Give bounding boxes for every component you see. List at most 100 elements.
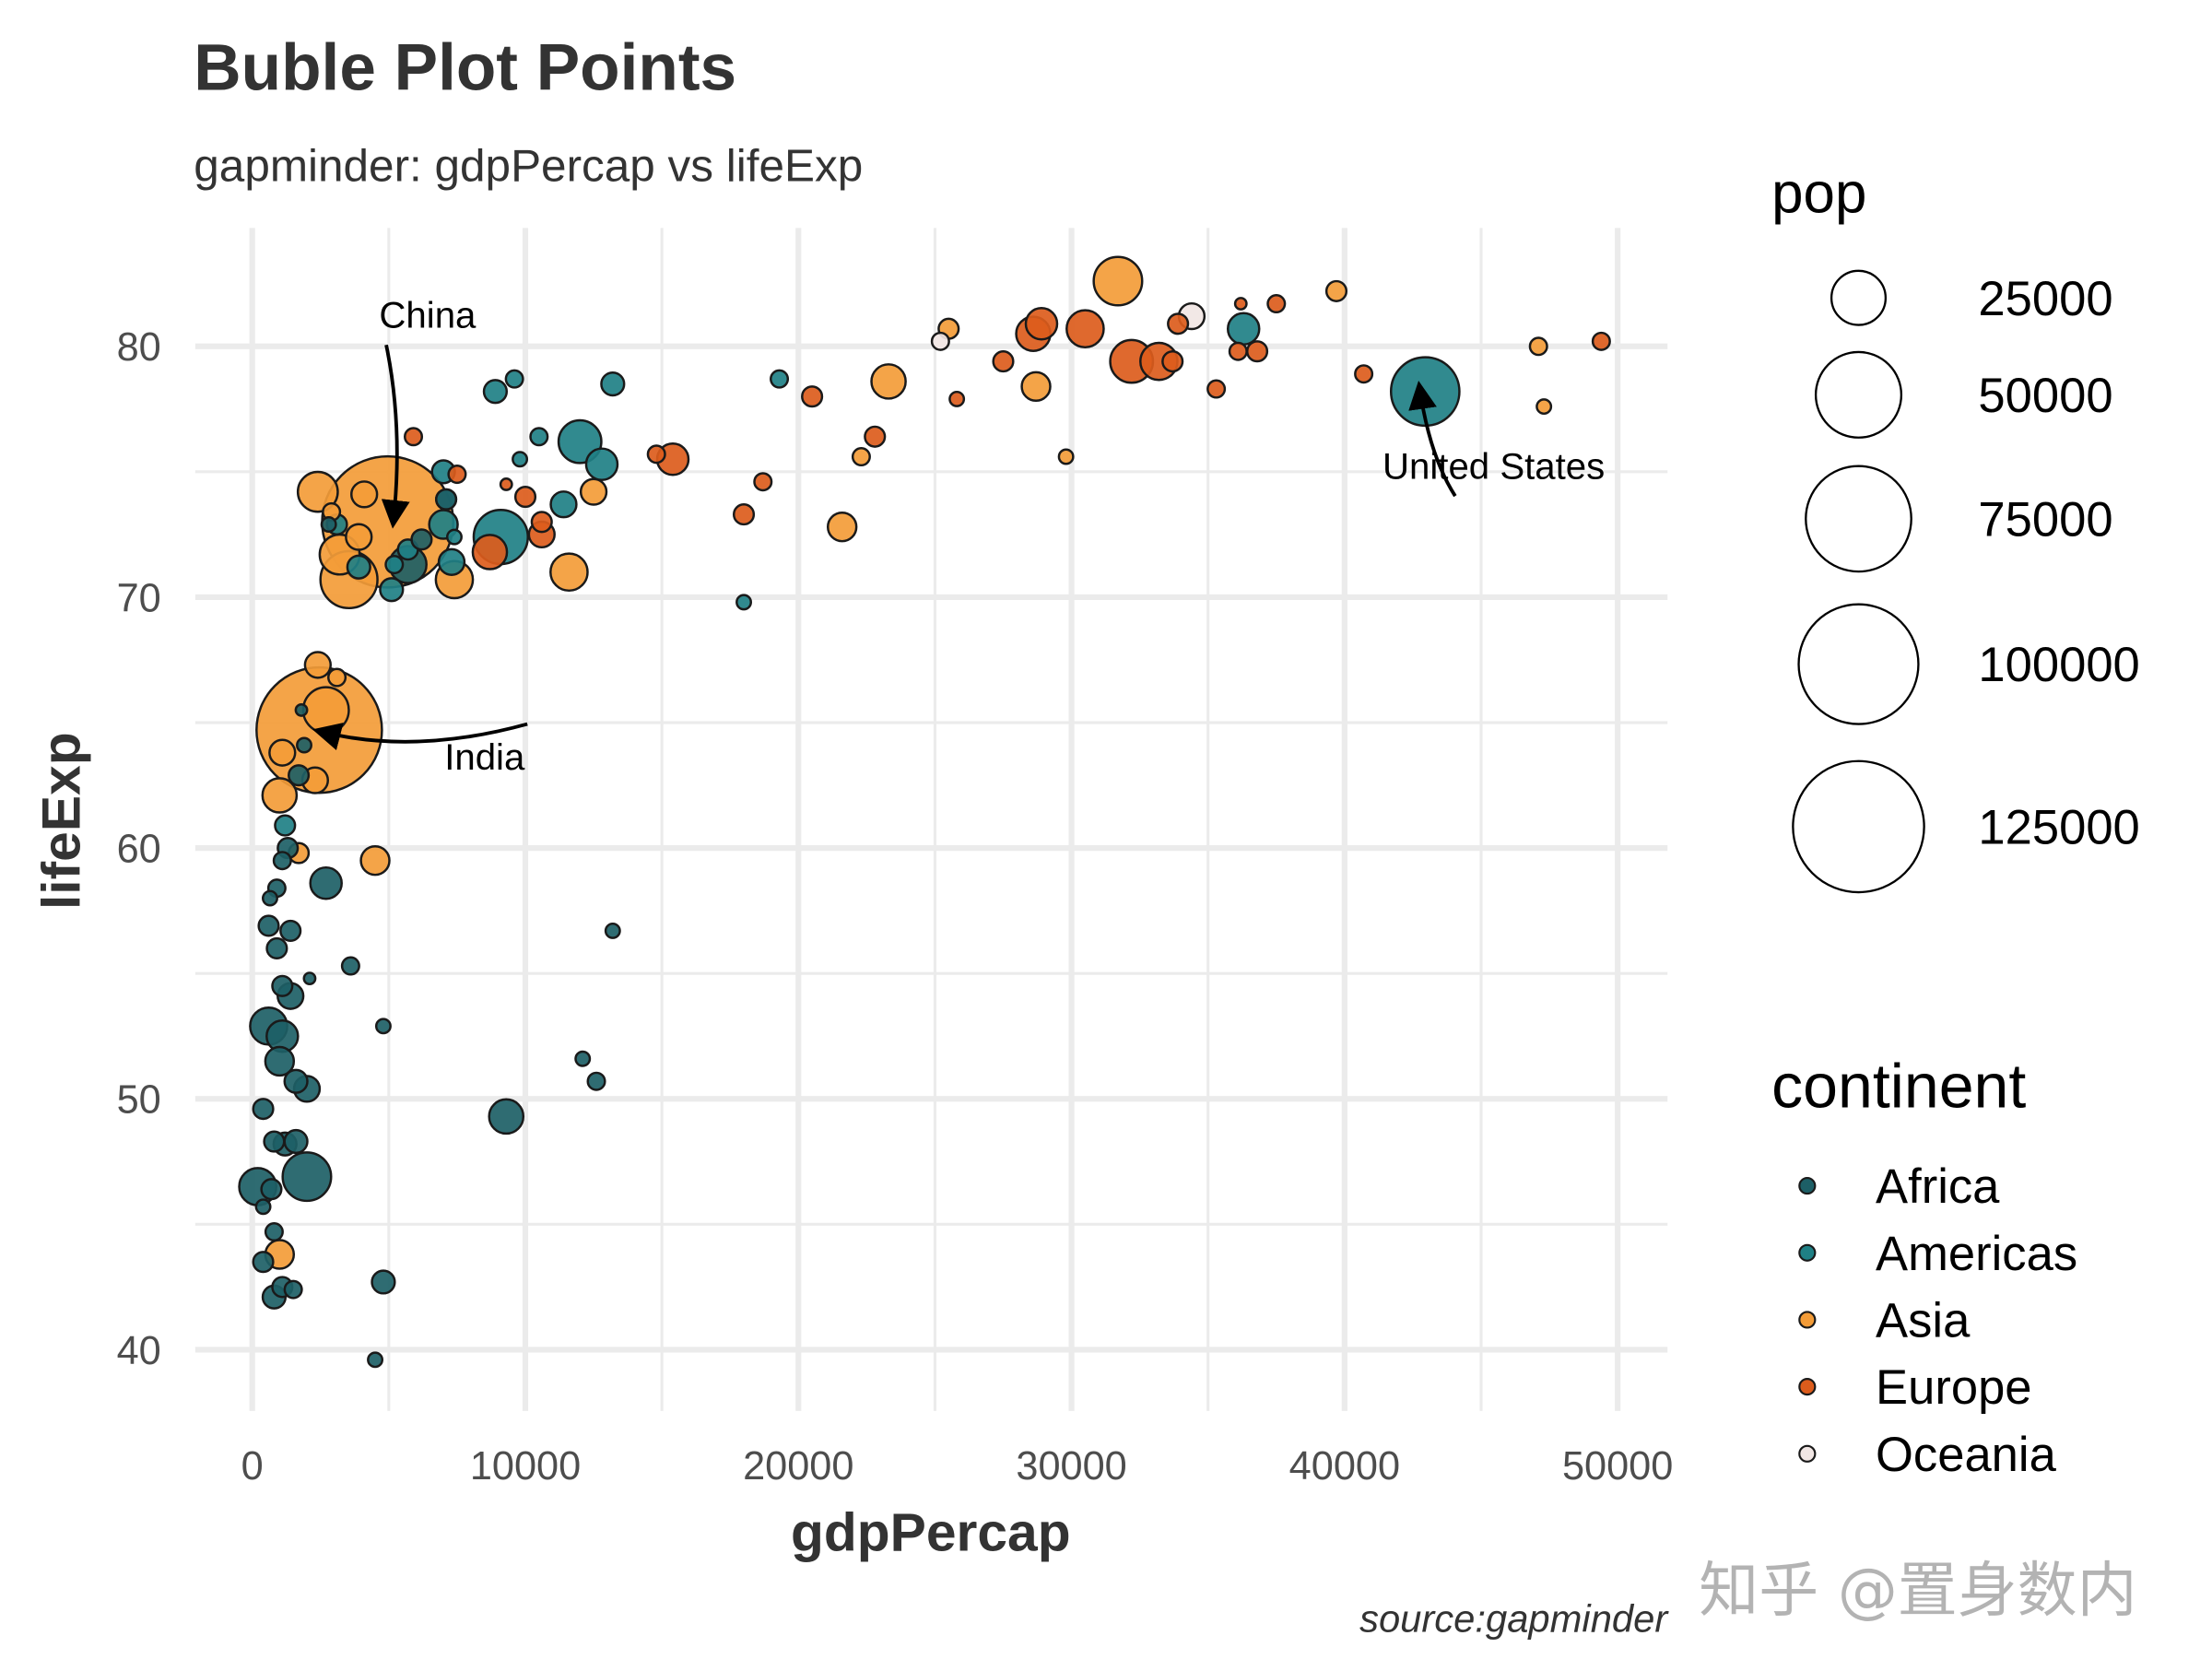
size-legend-label: 75000 — [1978, 492, 2112, 547]
bubble-europe — [447, 465, 467, 485]
bubble-europe — [530, 511, 553, 534]
bubble-africa — [265, 936, 288, 960]
size-legend-title: pop — [1771, 161, 1866, 225]
bubble-asia — [1324, 279, 1348, 302]
bubble-americas — [384, 555, 405, 575]
bubble-americas — [1226, 312, 1261, 346]
annotation-label: United States — [1382, 446, 1605, 488]
x-tick-label: 20000 — [743, 1444, 853, 1488]
bubble-asia — [826, 512, 858, 543]
legend-label-oceania: Oceania — [1876, 1428, 2057, 1482]
bubble-africa — [271, 974, 294, 997]
y-tick-label: 80 — [117, 325, 161, 370]
bubble-americas — [274, 814, 297, 837]
bubble-asia — [296, 470, 339, 513]
size-legend-label: 100000 — [1978, 638, 2139, 692]
bubble-africa — [257, 914, 280, 937]
bubble-europe — [404, 427, 424, 447]
y-axis-ticks: 40 50 60 70 80 — [117, 325, 161, 1373]
bubble-americas — [600, 371, 626, 397]
bubble-americas — [482, 379, 509, 405]
bubble-europe — [864, 425, 887, 448]
legend-label-americas: Americas — [1876, 1227, 2077, 1281]
size-legend-key — [1814, 350, 1903, 439]
bubble-africa — [252, 1251, 275, 1274]
bubble-africa — [340, 956, 360, 976]
legend-label-europe: Europe — [1876, 1360, 2032, 1415]
caption: source:gapminder — [1359, 1597, 1669, 1641]
size-legend: 25000 50000 75000 100000 125000 — [1792, 269, 2140, 894]
bubble-europe — [1024, 307, 1059, 341]
y-tick-label: 40 — [117, 1329, 161, 1373]
size-legend-key — [1830, 269, 1888, 326]
bubble-asia — [268, 738, 297, 767]
bubble-africa — [296, 736, 312, 754]
bubble-africa — [252, 1098, 275, 1121]
bubble-asia — [1057, 448, 1075, 465]
bubble-asia — [261, 777, 299, 814]
bubble-asia — [1020, 371, 1052, 403]
chart-subtitle: gapminder: gdpPercap vs lifeExp — [194, 140, 863, 191]
x-tick-label: 50000 — [1562, 1444, 1673, 1488]
y-tick-label: 70 — [117, 576, 161, 620]
y-tick-label: 50 — [117, 1078, 161, 1123]
bubble-europe — [801, 385, 824, 408]
color-legend-title: continent — [1771, 1052, 2026, 1122]
annotation-arrow — [312, 722, 528, 751]
bubble-africa — [260, 1178, 283, 1201]
bubble-americas — [584, 447, 619, 481]
bubble-africa — [283, 1128, 309, 1155]
bubble-africa — [488, 1098, 525, 1135]
bubble-africa — [367, 1351, 384, 1369]
x-tick-label: 0 — [241, 1444, 264, 1488]
bubble-americas — [512, 451, 529, 468]
bubble-asia — [851, 447, 871, 467]
bubble-africa — [371, 1269, 396, 1295]
bubble-asia — [303, 651, 332, 679]
bubble-americas — [549, 490, 578, 519]
bubble-europe — [1228, 341, 1248, 361]
bubble-africa — [288, 764, 311, 787]
size-legend-label: 125000 — [1978, 800, 2139, 854]
bubble-africa — [283, 1279, 303, 1300]
bubble-asia — [350, 480, 379, 509]
bubble-africa — [283, 1068, 309, 1094]
bubble-asia — [1528, 336, 1548, 357]
bubble-europe — [471, 534, 509, 571]
bubble-europe — [1167, 312, 1190, 335]
bubble-africa — [254, 1198, 272, 1216]
bubble-asia — [345, 523, 373, 551]
size-legend-label: 50000 — [1978, 369, 2112, 423]
legend-key-oceania — [1798, 1444, 1817, 1463]
bubble-europe — [646, 444, 666, 465]
bubble-africa — [281, 1151, 333, 1203]
x-axis-ticks: 0 10000 20000 30000 40000 50000 — [241, 1444, 1674, 1488]
bubble-asia — [1535, 398, 1553, 416]
bubble-europe — [1161, 350, 1184, 373]
bubble-americas — [735, 594, 753, 611]
y-axis-title: lifeExp — [32, 732, 92, 910]
bubble-europe — [513, 486, 537, 509]
bubble-africa — [263, 1130, 286, 1153]
bubble-europe — [732, 503, 756, 526]
watermark: 知乎 @置身数内 — [1699, 1556, 2136, 1625]
bubble-asia — [359, 845, 391, 877]
bubble-europe — [1065, 309, 1105, 349]
chart-title: Buble Plot Points — [194, 31, 736, 104]
bubble-americas — [529, 427, 549, 447]
bubble-asia — [327, 667, 347, 688]
bubble-africa — [435, 488, 458, 511]
bubble-africa — [320, 516, 337, 533]
bubble-africa — [264, 1222, 284, 1242]
bubble-asia — [1092, 255, 1144, 307]
annotation-arrow — [1408, 380, 1457, 498]
bubble-europe — [1591, 331, 1611, 351]
annotations: China India United States — [312, 295, 1605, 778]
legend-key-africa — [1798, 1177, 1817, 1195]
x-tick-label: 30000 — [1016, 1444, 1126, 1488]
annotation-label: India — [444, 736, 525, 778]
bubble-americas — [445, 528, 463, 546]
y-tick-label: 60 — [117, 828, 161, 872]
size-legend-key — [1797, 603, 1920, 725]
